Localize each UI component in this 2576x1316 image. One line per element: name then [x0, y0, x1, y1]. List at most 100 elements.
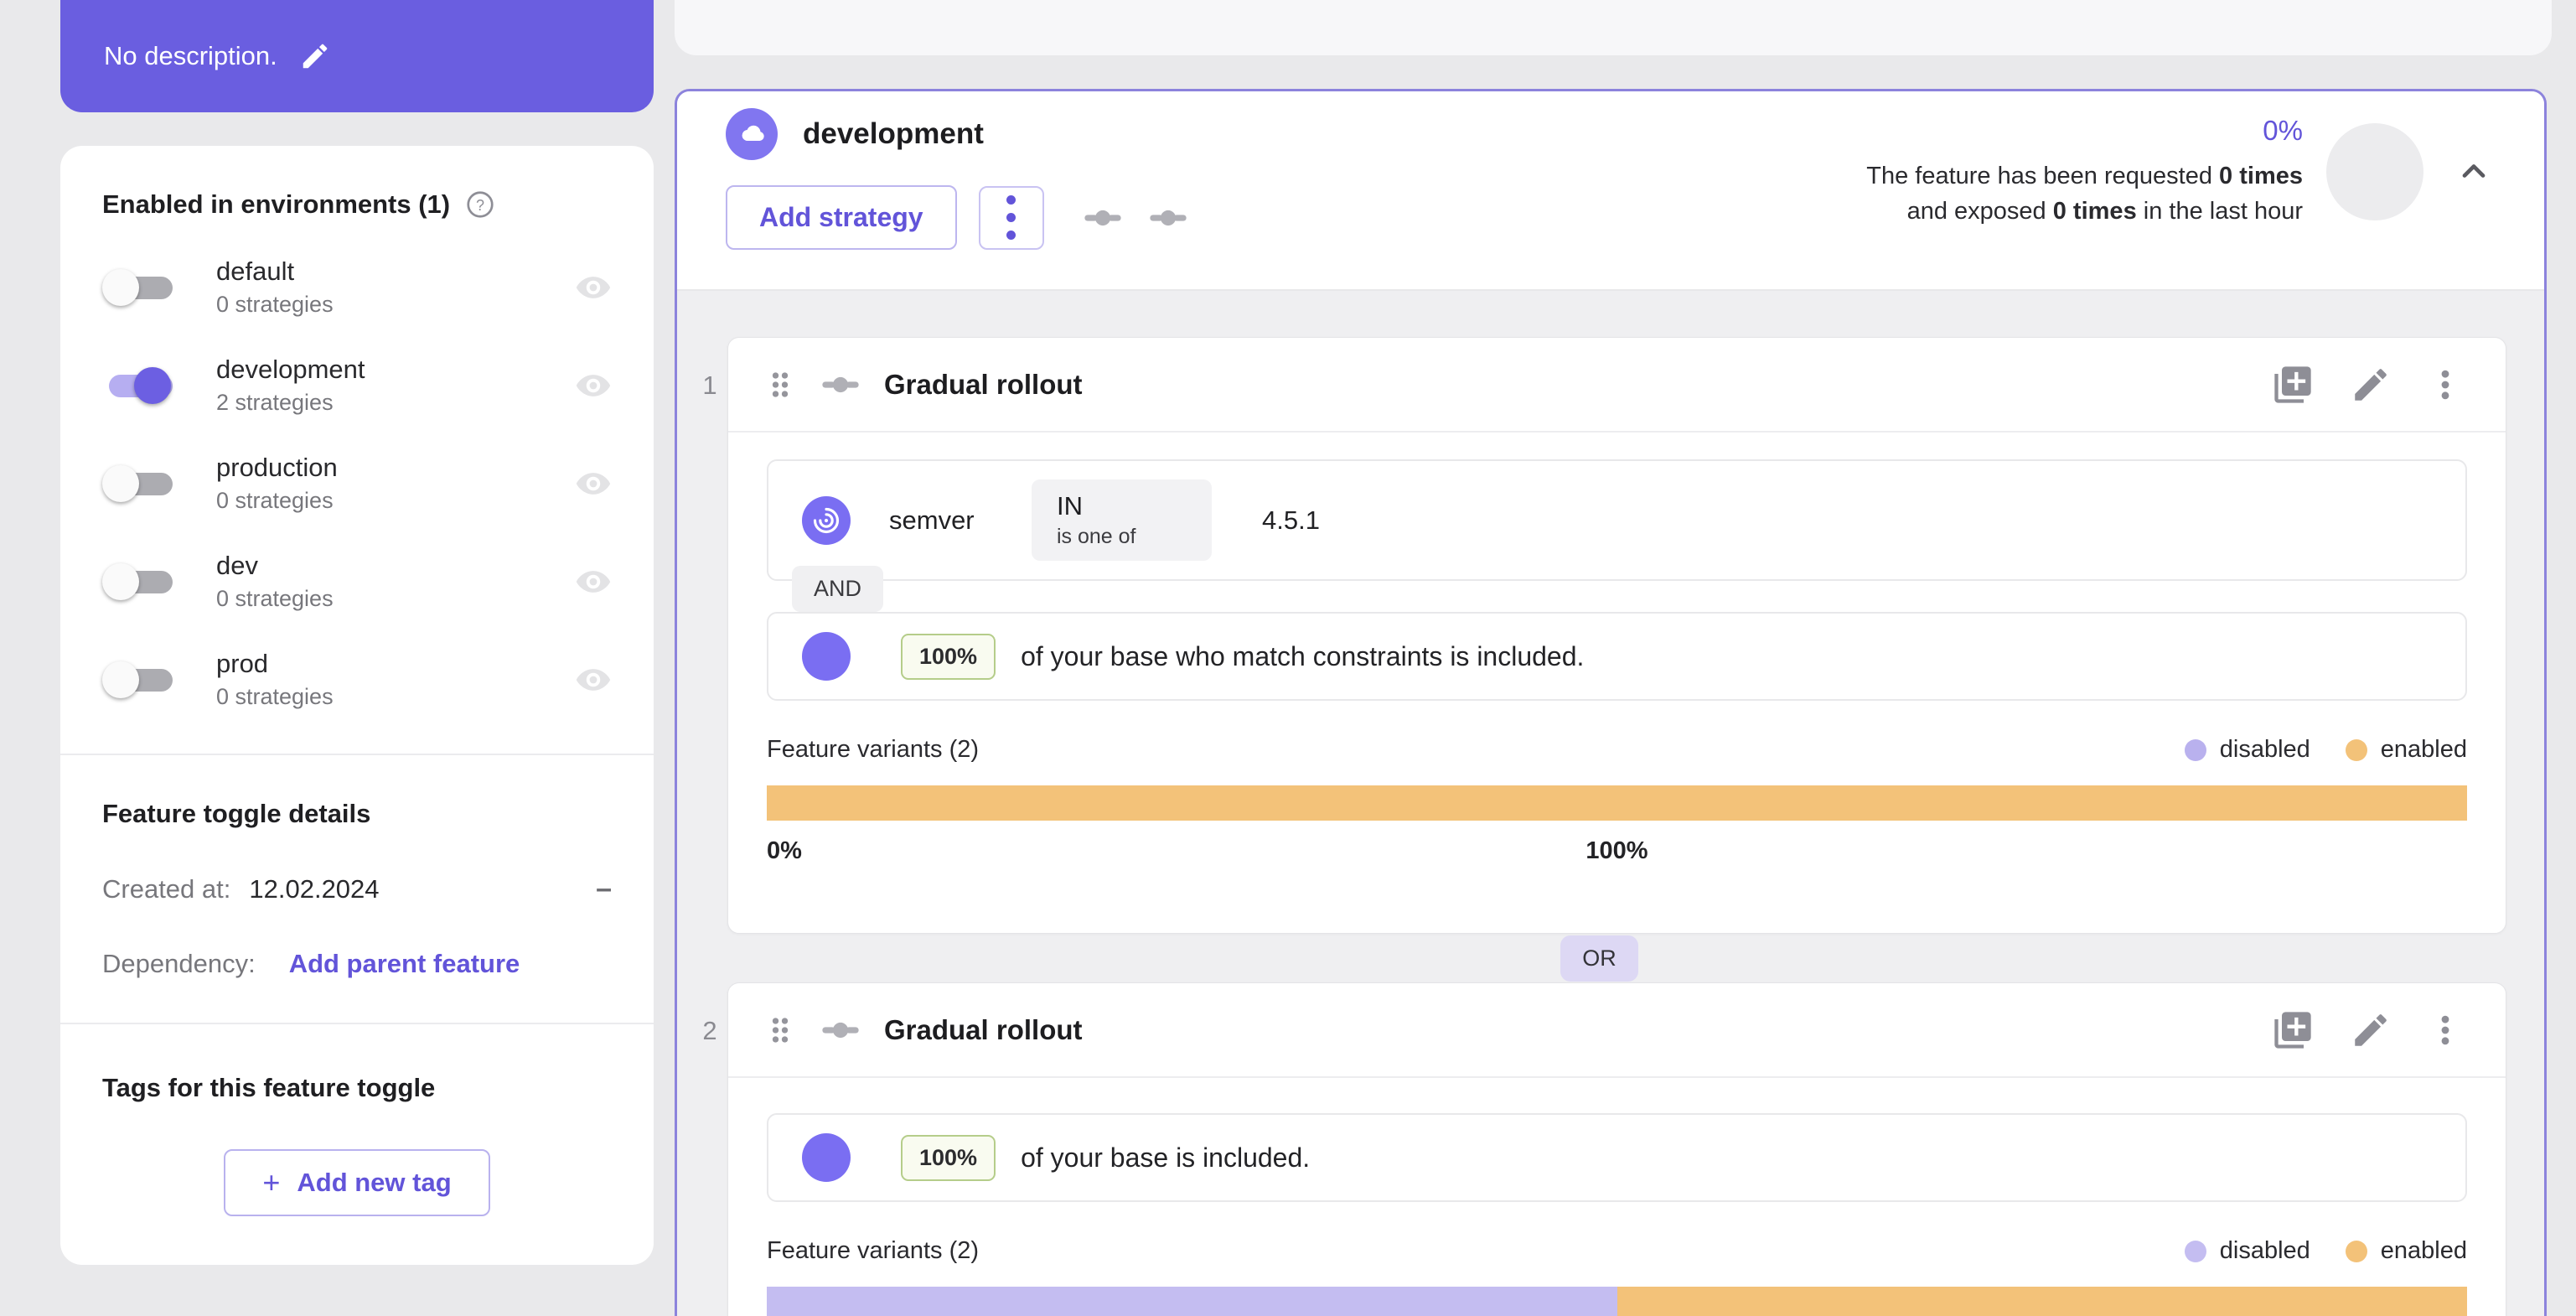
exposure-pie-placeholder	[2326, 123, 2423, 221]
environment-toggle[interactable]	[102, 264, 179, 311]
visibility-icon[interactable]	[575, 465, 612, 502]
and-chip: AND	[792, 566, 884, 612]
strategy-more-menu-button[interactable]	[2420, 1003, 2470, 1058]
constraint-row: semver IN is one of 4.5.1	[767, 459, 2467, 581]
created-at-value: 12.02.2024	[249, 873, 380, 904]
legend-disabled-dot	[2184, 738, 2206, 761]
environment-name: production	[216, 453, 338, 482]
collapse-environment-button[interactable]	[2447, 144, 2501, 200]
strategy-number: 2	[702, 1016, 717, 1045]
edit-strategy-button[interactable]	[2343, 1003, 2398, 1058]
feature-variants-block: Feature variants (2) disabled enabled 0%…	[767, 736, 2467, 884]
or-chip: OR	[1560, 935, 1638, 982]
rollout-strategy-icon	[1084, 210, 1121, 225]
plus-icon: +	[262, 1165, 281, 1199]
environment-strategy-count: 0 strategies	[216, 586, 334, 611]
add-new-tag-button[interactable]: + Add new tag	[224, 1149, 490, 1216]
environment-row: prod 0 strategies	[102, 649, 612, 710]
environment-toggle[interactable]	[102, 558, 179, 605]
description-card: No description.	[60, 0, 654, 112]
copy-strategy-button[interactable]	[2264, 1002, 2321, 1059]
rollout-row: 100% of your base is included.	[767, 1113, 2467, 1202]
pencil-icon	[2355, 368, 2387, 401]
strategy-row: 2 Gradual rollout	[692, 982, 2506, 1316]
environment-toggle[interactable]	[102, 656, 179, 703]
collapse-dash: –	[596, 873, 612, 904]
environment-name: prod	[216, 649, 269, 678]
exposure-percent: 0%	[2263, 115, 2303, 146]
visibility-icon[interactable]	[575, 367, 612, 404]
feature-variants-label: Feature variants (2)	[767, 1237, 980, 1264]
drag-handle-icon[interactable]	[763, 1012, 797, 1049]
variants-legend: disabled enabled	[2184, 736, 2467, 764]
variant-segment-enabled	[1616, 1287, 2467, 1316]
environment-strategy-count: 0 strategies	[216, 292, 334, 317]
environment-title: development	[803, 117, 984, 150]
copy-strategy-button[interactable]	[2264, 356, 2321, 413]
variants-bar	[767, 785, 2467, 821]
edit-description-icon[interactable]	[299, 40, 331, 72]
divider	[60, 754, 654, 755]
rollout-pie-icon	[802, 632, 851, 681]
kebab-icon	[2441, 1015, 2449, 1044]
rollout-strategy-icon	[822, 376, 859, 392]
dependency-label: Dependency:	[102, 949, 256, 978]
legend-disabled-label: disabled	[2219, 736, 2310, 763]
drag-handle-icon[interactable]	[763, 366, 797, 403]
variant-segment-percent-label: 100%	[1585, 837, 1648, 864]
environment-row: production 0 strategies	[102, 453, 612, 514]
constraint-values: 4.5.1	[1262, 505, 1320, 535]
strategy-row: 1 Gradual rollout	[692, 337, 2506, 934]
edit-strategy-button[interactable]	[2343, 357, 2398, 412]
visibility-icon[interactable]	[575, 563, 612, 600]
description-text: No description.	[104, 41, 277, 70]
environment-more-menu-button[interactable]	[978, 185, 1044, 250]
constraint-operator: IN is one of	[1032, 479, 1212, 561]
environment-row: development 2 strategies	[102, 355, 612, 416]
variant-segment-enabled	[767, 785, 2467, 821]
variants-bar	[767, 1287, 2467, 1316]
legend-disabled-label: disabled	[2219, 1237, 2310, 1264]
help-icon[interactable]: ?	[465, 189, 495, 220]
or-separator: OR	[692, 934, 2506, 982]
sidebar: No description. Enabled in environments …	[60, 0, 654, 1265]
tags-title: Tags for this feature toggle	[102, 1073, 436, 1102]
variant-segment-percent-label: 0%	[767, 837, 802, 864]
environment-accordion: development Add strategy 0% The feature …	[675, 89, 2547, 1316]
environment-row: dev 0 strategies	[102, 551, 612, 612]
constraint-icon	[802, 495, 851, 545]
legend-disabled-dot	[2184, 1240, 2206, 1262]
pencil-icon	[2355, 1013, 2387, 1046]
variants-legend: disabled enabled	[2184, 1237, 2467, 1265]
feature-variants-label: Feature variants (2)	[767, 736, 980, 763]
environment-name: default	[216, 256, 295, 286]
copy-add-icon	[2274, 1011, 2311, 1049]
environments-section: Enabled in environments (1) ? default 0 …	[60, 146, 654, 710]
strategy-number: 1	[702, 370, 717, 400]
visibility-icon[interactable]	[575, 661, 612, 698]
legend-enabled-dot	[2345, 738, 2367, 761]
sidebar-panel: Enabled in environments (1) ? default 0 …	[60, 146, 654, 1265]
legend-enabled-label: enabled	[2380, 1237, 2467, 1264]
add-strategy-button[interactable]: Add strategy	[726, 185, 957, 250]
kebab-icon	[2441, 370, 2449, 399]
rollout-pie-icon	[802, 1133, 851, 1182]
environment-strategy-count: 2 strategies	[216, 390, 334, 415]
divider	[60, 1023, 654, 1024]
strategy-card: Gradual rollout	[727, 337, 2506, 934]
strategy-title: Gradual rollout	[884, 1013, 1083, 1045]
rollout-percentage-chip: 100%	[901, 1134, 996, 1181]
strategy-title: Gradual rollout	[884, 368, 1083, 400]
constraint-context-name: semver	[889, 505, 975, 535]
rollout-row: 100% of your base who match constraints …	[767, 612, 2467, 701]
add-parent-feature-link[interactable]: Add parent feature	[288, 949, 520, 978]
environment-toggle[interactable]	[102, 460, 179, 507]
feature-variants-block: Feature variants (2) disabled enabled 50…	[767, 1237, 2467, 1316]
collapsed-panel-remnant	[675, 0, 2552, 55]
visibility-icon[interactable]	[575, 269, 612, 306]
chevron-up-icon	[2462, 163, 2485, 178]
rollout-description: of your base who match constraints is in…	[1021, 640, 1585, 671]
created-at-label: Created at:	[102, 873, 231, 904]
environment-toggle[interactable]	[102, 362, 179, 409]
strategy-more-menu-button[interactable]	[2420, 357, 2470, 412]
